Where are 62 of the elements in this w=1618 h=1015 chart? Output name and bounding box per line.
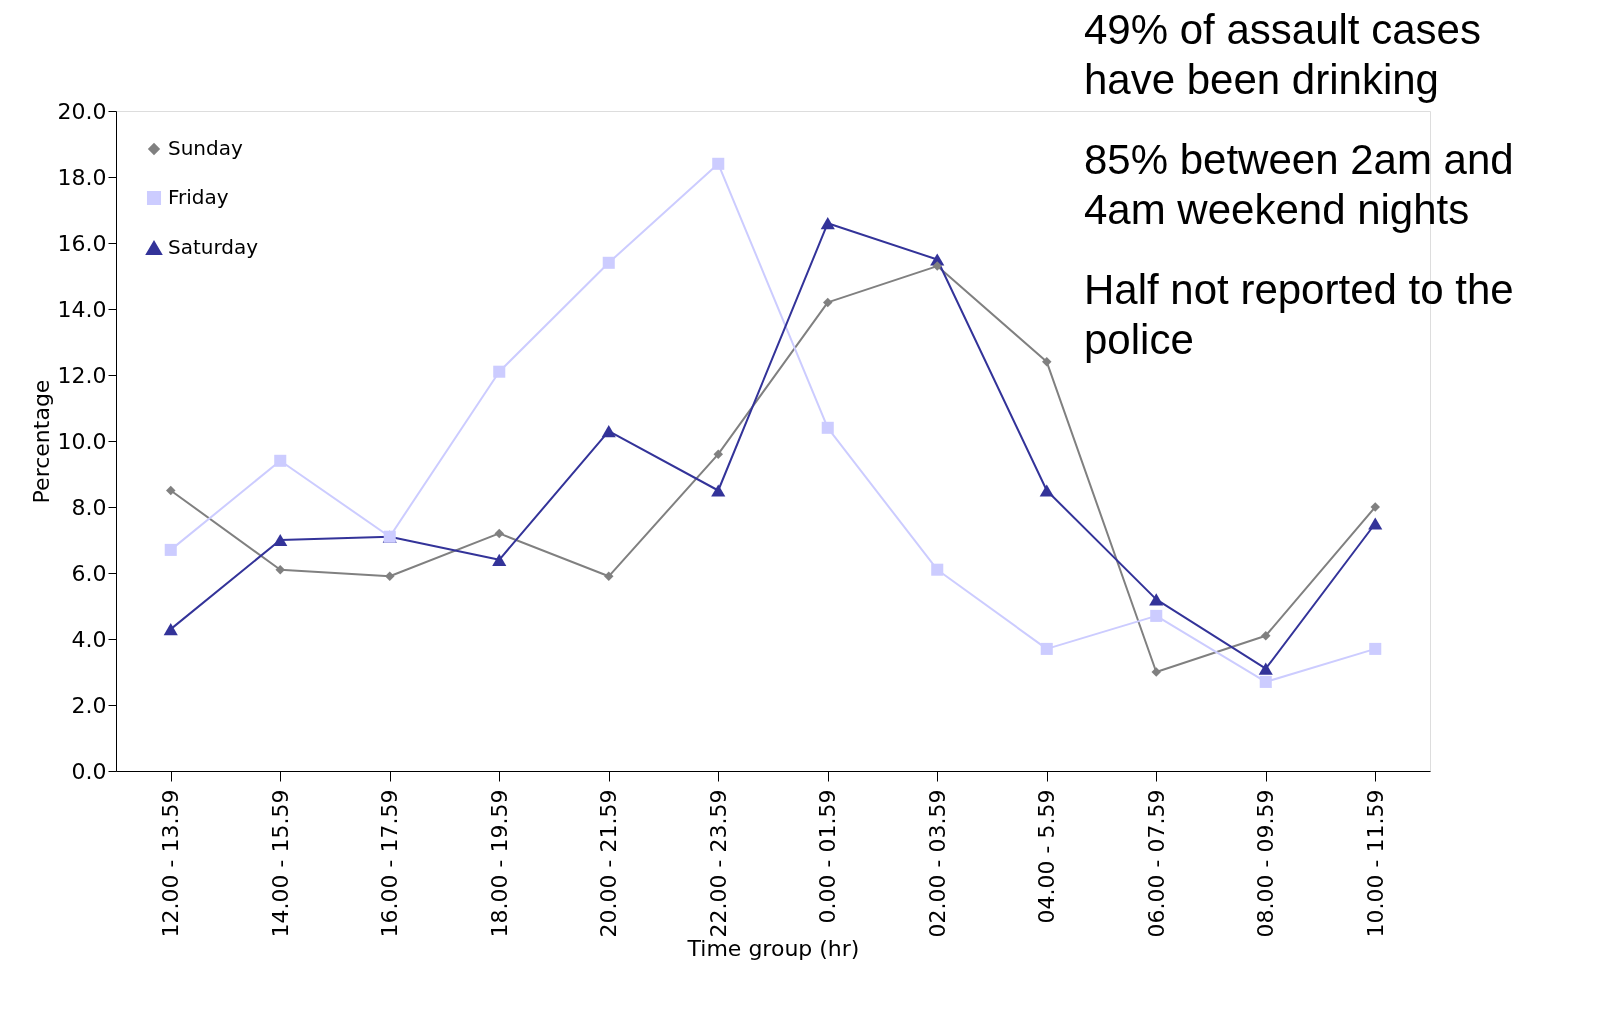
x-tick-label: 22.00 - 23.59: [705, 789, 731, 938]
point: [1258, 662, 1273, 675]
point: [1368, 517, 1383, 530]
annotation: 85% between 2am and 4am weekend nights: [1084, 136, 1514, 233]
point: [166, 485, 176, 496]
point: [494, 528, 504, 539]
x-tick-label: 0.00 - 01.59: [815, 789, 841, 924]
y-tick-label: 0.0: [71, 758, 107, 784]
legend-label: Friday: [168, 185, 229, 209]
point: [273, 533, 288, 547]
x-tick-label: 16.00 - 17.59: [377, 789, 403, 938]
text: 49% of assault cases have been drinking: [1084, 6, 1481, 103]
x-tick-label: 14.00 - 15.59: [267, 789, 293, 938]
point: [931, 563, 944, 576]
y-tick-label: 12.0: [57, 362, 107, 388]
y-tick-label: 20.0: [57, 98, 107, 124]
point: [601, 424, 616, 438]
point: [712, 157, 725, 170]
x-tick-label: 02.00 - 03.59: [924, 789, 950, 938]
point: [493, 365, 506, 378]
y-tick-label: 4.0: [71, 626, 107, 652]
x-tick-label: 06.00 - 07.59: [1143, 789, 1169, 938]
y-tick-label: 2.0: [71, 692, 107, 718]
x-tick-label: 10.00 - 11.59: [1362, 789, 1388, 938]
point: [1149, 593, 1164, 606]
x-tick-label: 04.00 - 5.59: [1034, 789, 1060, 924]
point: [820, 217, 835, 230]
point: [1040, 642, 1053, 655]
x-tick-label: 12.00 - 13.59: [158, 789, 184, 938]
x-tick-label: 08.00 - 09.59: [1253, 789, 1279, 938]
y-tick-label: 8.0: [71, 494, 107, 520]
point: [602, 256, 615, 269]
x-tick-label: 20.00 - 21.59: [596, 789, 622, 938]
point: [492, 553, 507, 566]
y-tick-label: 6.0: [71, 560, 107, 586]
point: [275, 564, 285, 575]
y-tick-label: 18.0: [57, 164, 107, 190]
point: [1150, 609, 1163, 622]
point: [932, 261, 942, 271]
annotation: Half not reported to the police: [1084, 266, 1514, 363]
point: [385, 571, 395, 582]
y-axis-title: Percentage: [28, 379, 54, 504]
point: [164, 543, 177, 556]
point: [1369, 642, 1382, 655]
y-tick-label: 16.0: [57, 230, 107, 256]
point: [713, 449, 723, 459]
point: [163, 622, 178, 636]
y-tick-label: 10.0: [57, 428, 107, 454]
x-axis-title: Time group (hr): [686, 936, 860, 962]
point: [604, 571, 614, 582]
y-tick-label: 14.0: [57, 296, 107, 322]
legend-label: Sunday: [168, 136, 243, 160]
point: [1259, 675, 1272, 688]
point: [711, 484, 726, 497]
point: [1261, 630, 1271, 641]
point: [823, 297, 833, 308]
point: [821, 421, 834, 434]
legend-label: Saturday: [168, 235, 259, 259]
point: [1039, 484, 1054, 497]
point: [274, 454, 287, 467]
point: [1042, 357, 1052, 367]
x-tick-label: 18.00 - 19.59: [486, 789, 512, 938]
